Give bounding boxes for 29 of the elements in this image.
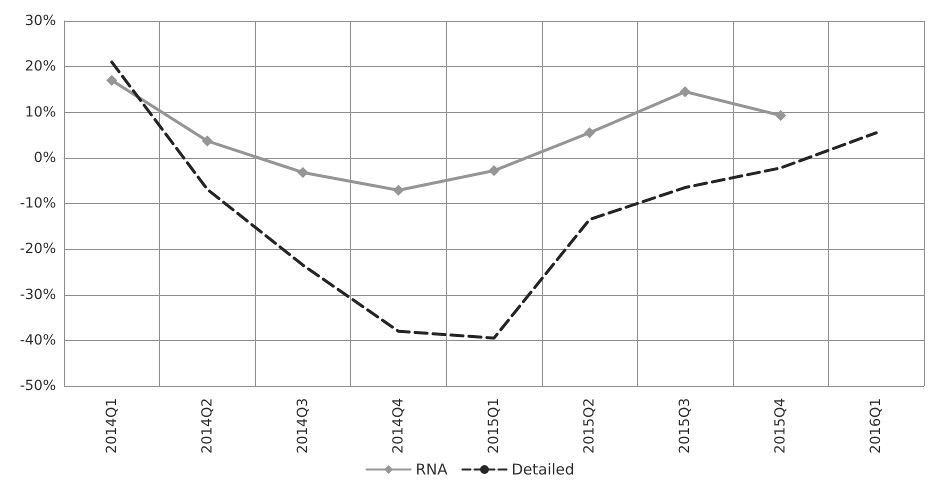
y-tick-label: -50% [20, 378, 56, 394]
x-tick-label: 2015Q4 [772, 398, 789, 454]
point [106, 74, 118, 86]
x-tick-label: 2014Q1 [104, 398, 120, 454]
x-tick-label: 2014Q2 [199, 398, 216, 454]
y-tick-label: -20% [20, 241, 56, 258]
y-tick-label: 30% [24, 13, 56, 29]
x-tick-label: 2014Q3 [294, 398, 311, 454]
legend-label: RNA [416, 460, 448, 478]
y-tick-label: 0% [34, 150, 56, 166]
point [584, 127, 596, 138]
y-tick-label: 10% [24, 104, 56, 120]
x-tick-label: 2016Q1 [868, 398, 884, 454]
x-tick-label: 2014Q4 [390, 398, 406, 454]
point [680, 86, 691, 98]
line-series [110, 60, 878, 340]
x-tick-label: 2015Q1 [486, 398, 502, 454]
point [488, 165, 500, 176]
x-tick-label: 2015Q3 [677, 398, 694, 454]
point [297, 166, 308, 178]
legend-label: Detailed [511, 460, 574, 478]
y-tick-label: -10% [20, 196, 56, 212]
y-tick-label: -30% [20, 286, 56, 303]
point [202, 135, 213, 146]
x-tick-label: 2015Q2 [582, 398, 598, 454]
y-tick-label: -40% [20, 332, 56, 348]
point [775, 110, 786, 121]
y-tick-label: 20% [24, 58, 56, 75]
point [392, 184, 404, 196]
